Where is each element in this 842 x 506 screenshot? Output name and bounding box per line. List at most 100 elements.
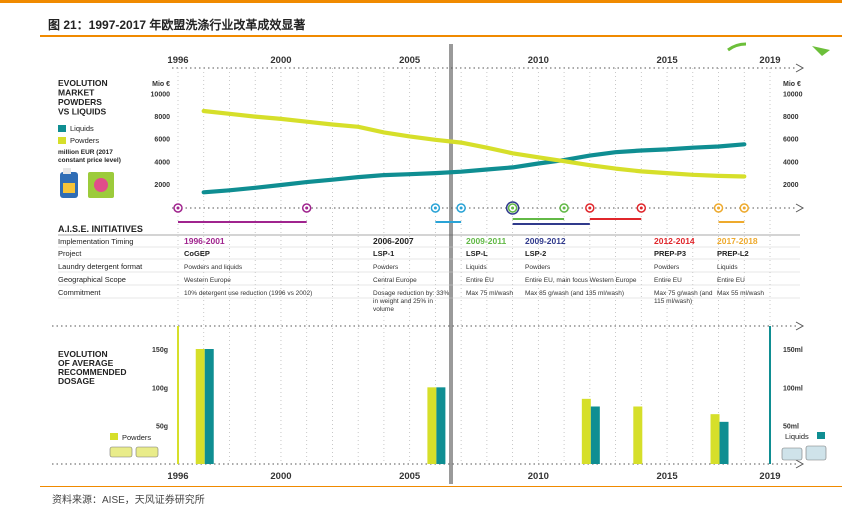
- source-note: 资料来源：AISE，天风证券研究所: [52, 495, 205, 506]
- initiative-format: Powders: [525, 264, 551, 271]
- initiative-format: Liquids: [466, 264, 487, 271]
- timeline-marker-ring-icon: [505, 201, 520, 215]
- legend-powders-label: Powders: [70, 136, 99, 145]
- timeline-marker-dot: [742, 206, 746, 210]
- timeline-marker-dot: [511, 206, 515, 210]
- initiative-timing: 2006-2007: [373, 236, 414, 246]
- bottle-cap-icon: [63, 168, 71, 174]
- initiative-commitment: Max 55 ml/wash: [717, 290, 764, 297]
- left-y-tick-label: 10000: [151, 92, 171, 99]
- initiative-commitment: Max 75 g/wash (and: [654, 290, 713, 297]
- initiative-format: Liquids: [717, 264, 738, 271]
- dosage-bar-powders: [195, 349, 205, 464]
- row-label: Commitment: [58, 288, 101, 297]
- initiative-scope: Entire EU: [717, 277, 745, 284]
- initiative-scope: Entire EU: [654, 277, 682, 284]
- initiative-format: Powders: [654, 264, 680, 271]
- dosage-legend-liquids-swatch: [817, 432, 825, 439]
- series-line-powders: [201, 108, 747, 179]
- initiative-project: CoGEP: [184, 249, 210, 258]
- initiative-format: Powders: [373, 264, 399, 271]
- initiative-commitment: Dosage reduction by: 33%: [373, 290, 449, 297]
- dosage-legend-powders-label: Powders: [122, 433, 151, 442]
- market-title-line: POWDERS: [58, 97, 102, 107]
- row-label: Project: [58, 249, 82, 258]
- initiative-timing: 1996-2001: [184, 236, 225, 246]
- liquid-cap-icon: [805, 445, 827, 461]
- dosage-bar-powders: [581, 398, 591, 464]
- dosage-bars: [177, 326, 771, 464]
- market-note-line: constant price level): [58, 157, 121, 164]
- initiative-project: PREP-L2: [717, 249, 749, 258]
- right-y-tick-label: 10000: [783, 92, 803, 99]
- dosage-bar-liquids: [590, 406, 600, 464]
- initiative-timing: 2009-2011: [466, 236, 506, 246]
- legend-powders-swatch: [58, 137, 66, 144]
- initiative-scope: Western Europe: [184, 277, 231, 284]
- timeline: [173, 201, 750, 225]
- initiative-commitment: 115 ml/wash): [654, 298, 692, 305]
- initiative-timing: 2012-2014: [654, 236, 695, 246]
- initiative-commitment: in weight and 25% in: [373, 298, 433, 305]
- bottom-year-tick-label: 1996: [167, 471, 188, 482]
- left-unit-label: Mio €: [152, 81, 170, 88]
- timeline-marker-dot: [639, 206, 643, 210]
- green-swoosh-icon: [727, 42, 747, 52]
- timeline-marker-dot: [562, 206, 566, 210]
- bottom-year-tick-label: 2010: [528, 471, 549, 482]
- dosage-bar-liquids: [436, 387, 446, 464]
- title-rule: [40, 35, 842, 37]
- dosage-left-tick: 150g: [152, 347, 168, 354]
- liquid-cap-icon: [781, 447, 803, 461]
- right-y-tick-label: 2000: [783, 182, 799, 189]
- initiative-project: LSP-2: [525, 249, 546, 258]
- powder-scoop-icon: [109, 446, 133, 458]
- dosage-left-tick: 100g: [152, 385, 168, 392]
- left-y-tick-label: 2000: [154, 182, 170, 189]
- initiative-commitment: volume: [373, 306, 394, 313]
- timeline-marker-dot: [717, 206, 721, 210]
- dosage-bar-powders: [633, 406, 643, 464]
- dosage-right-tick: 50ml: [783, 424, 799, 431]
- bottom-year-tick-label: 2005: [399, 471, 421, 482]
- initiative-scope: Entire EU, main focus Western Europe: [525, 277, 637, 284]
- dosage-title-line: DOSAGE: [58, 376, 95, 386]
- legend-liquids-swatch: [58, 125, 66, 132]
- dosage-baseline-arrow-icon: [795, 459, 805, 469]
- dosage-title-line: EVOLUTION: [58, 349, 108, 359]
- row-label: Laundry detergent format: [58, 262, 143, 271]
- top-year-tick-label: 2015: [656, 55, 678, 66]
- left-y-tick-label: 4000: [154, 159, 170, 166]
- market-baseline-arrow-icon: [795, 203, 805, 213]
- timeline-marker-dot: [588, 206, 592, 210]
- initiative-commitment: Max 75 ml/wash: [466, 290, 513, 297]
- right-y-tick-label: 4000: [783, 159, 799, 166]
- initiative-format: Powders and liquids: [184, 264, 243, 271]
- top-year-tick-label: 2010: [528, 55, 549, 66]
- dosage-title-line: RECOMMENDED: [58, 367, 126, 377]
- dosage-top-arrow-icon: [795, 321, 805, 331]
- market-title-line: MARKET: [58, 88, 95, 98]
- initiatives-table: A.I.S.E. INITIATIVES Implementation Timin…: [58, 224, 800, 313]
- bottom-year-tick-label: 2019: [759, 471, 780, 482]
- market-title-line: EVOLUTION: [58, 78, 108, 88]
- top-year-tick-label: 2019: [759, 55, 780, 66]
- market-title-line: VS LIQUIDS: [58, 107, 107, 117]
- initiative-scope: Central Europe: [373, 277, 417, 284]
- timeline-marker-dot: [459, 206, 463, 210]
- dosage-bar-liquids: [719, 421, 729, 464]
- decorations: [52, 42, 830, 484]
- initiative-project: LSP-L: [466, 249, 488, 258]
- series-line-liquids: [201, 142, 747, 195]
- bottom-year-tick-label: 2000: [270, 471, 291, 482]
- top-axis-arrow-icon: [795, 63, 805, 73]
- initiative-timing: 2017-2018: [717, 236, 758, 246]
- market-note-line: million EUR (2017: [58, 149, 113, 156]
- market-lines: [201, 108, 747, 195]
- initiative-commitment: Max 85 g/wash (and 135 ml/wash): [525, 290, 624, 297]
- bottom-year-tick-label: 2015: [656, 471, 678, 482]
- powder-scoop-icon: [135, 446, 159, 458]
- powder-box-logo-icon: [94, 178, 108, 192]
